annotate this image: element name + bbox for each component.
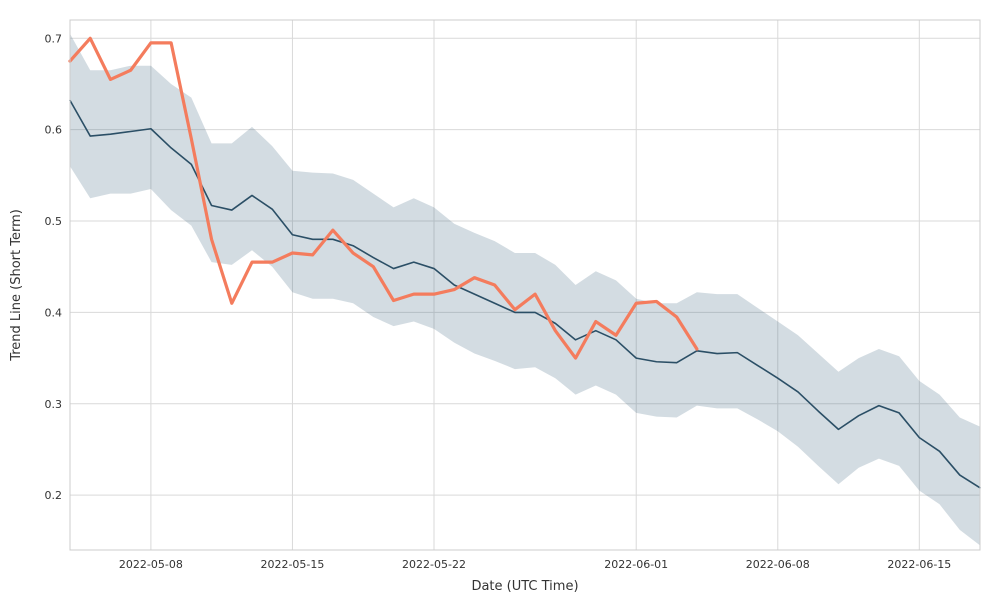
x-tick-label: 2022-05-15: [260, 558, 324, 571]
y-tick-label: 0.7: [45, 32, 63, 45]
x-tick-label: 2022-05-08: [119, 558, 183, 571]
x-tick-label: 2022-05-22: [402, 558, 466, 571]
chart-svg: 0.2 0.3 0.4 0.5 0.6 0.7 2022-05-08 2022-05-15 20…: [0, 0, 1000, 600]
y-tick-label: 0.2: [45, 489, 63, 502]
x-tick-label: 2022-06-15: [887, 558, 951, 571]
y-tick-label: 0.3: [45, 398, 63, 411]
x-tick-label: 2022-06-08: [746, 558, 810, 571]
y-tick-label: 0.6: [45, 124, 63, 137]
x-axis-label: Date (UTC Time): [471, 579, 578, 594]
x-tick-label: 2022-06-01: [604, 558, 668, 571]
confidence-band: [70, 34, 980, 546]
trend-chart: 0.2 0.3 0.4 0.5 0.6 0.7 2022-05-08 2022-05-15 20…: [0, 0, 1000, 600]
y-tick-label: 0.5: [45, 215, 63, 228]
y-axis-label: Trend Line (Short Term): [9, 209, 24, 362]
y-tick-label: 0.4: [45, 306, 63, 319]
